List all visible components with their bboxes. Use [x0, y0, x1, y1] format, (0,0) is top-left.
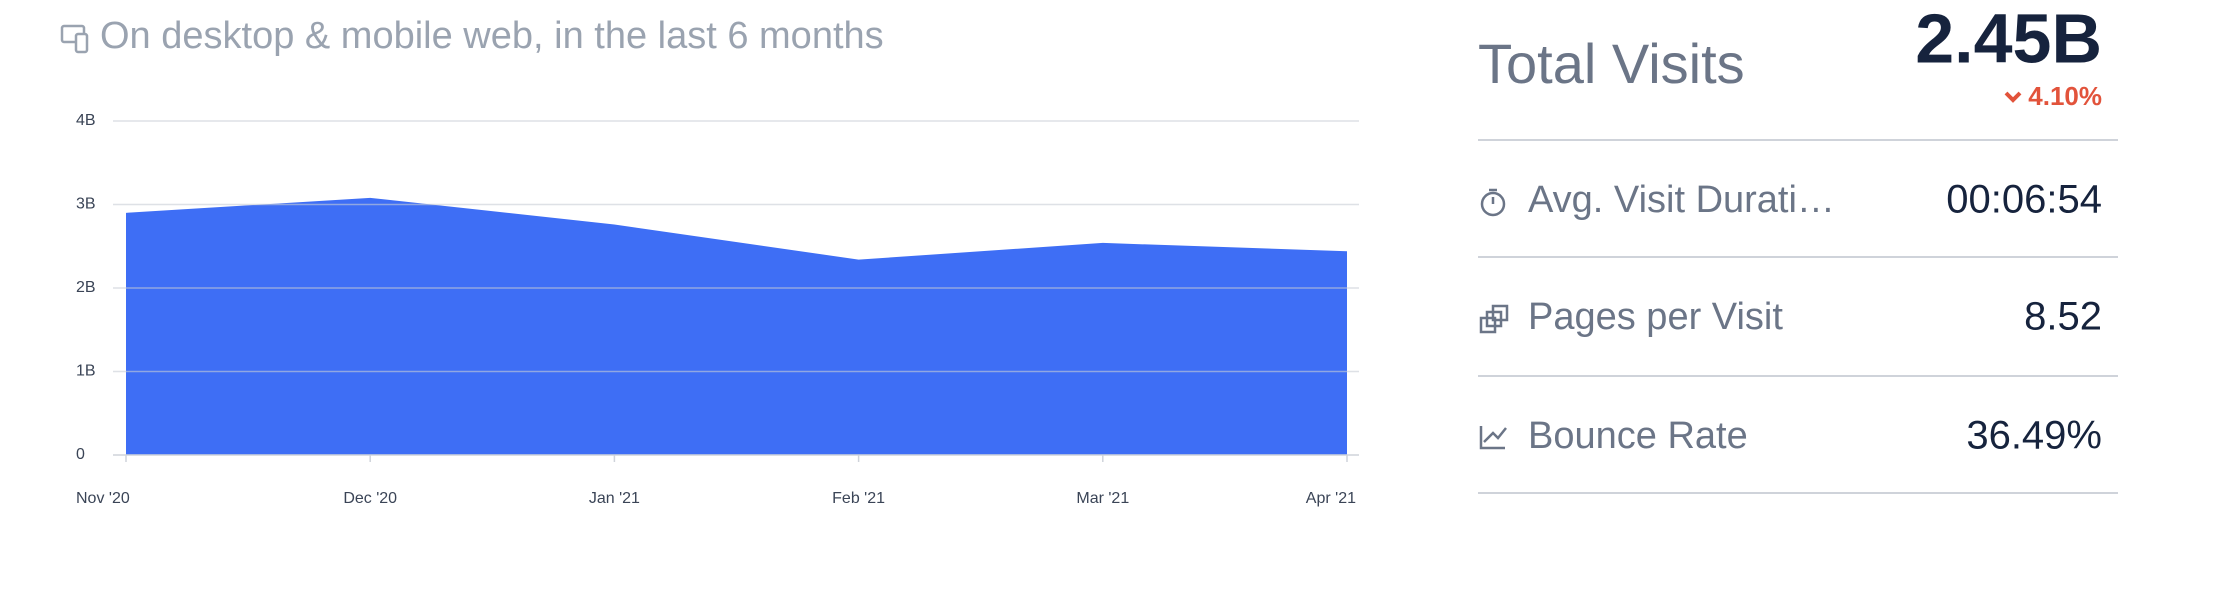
- y-tick-label: 0: [76, 446, 85, 463]
- metric-label: Bounce Rate: [1528, 415, 1748, 457]
- y-tick-label: 3B: [76, 196, 96, 213]
- down-arrow: [2004, 91, 2022, 103]
- y-tick-label: 4B: [76, 112, 96, 129]
- icons: [1479, 188, 1509, 450]
- subtitle: On desktop & mobile web, in the last 6 m…: [100, 15, 884, 57]
- metric-value: 00:06:54: [1946, 178, 2102, 222]
- x-tick-label: Nov '20: [76, 490, 130, 507]
- total-value: 2.45B: [1915, 0, 2102, 77]
- y-tick-label: 2B: [76, 279, 96, 296]
- metric-value: 8.52: [2024, 295, 2102, 339]
- total-label: Total Visits: [1478, 32, 1745, 95]
- y-tick-label: 1B: [76, 363, 96, 380]
- x-tick-label: Mar '21: [1076, 490, 1129, 507]
- metric-label: Avg. Visit Durati…: [1528, 179, 1835, 221]
- x-tick-label: Dec '20: [343, 490, 397, 507]
- x-tick-label: Feb '21: [832, 490, 885, 507]
- area: [126, 197, 1347, 455]
- total-change: 4.10%: [2028, 81, 2102, 111]
- x-tick-label: Jan '21: [589, 490, 640, 507]
- metric-label: Pages per Visit: [1528, 296, 1783, 338]
- device-icon: [60, 24, 89, 54]
- x-tick-label: Apr '21: [1306, 490, 1356, 507]
- metric-value: 36.49%: [1966, 414, 2102, 458]
